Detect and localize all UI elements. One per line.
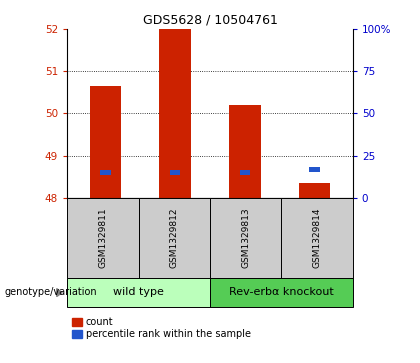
Bar: [309, 167, 320, 172]
Text: genotype/variation: genotype/variation: [4, 287, 97, 297]
Bar: [139, 198, 210, 278]
Bar: [90, 86, 121, 198]
Bar: [281, 198, 353, 278]
Bar: [210, 278, 353, 307]
Legend: count, percentile rank within the sample: count, percentile rank within the sample: [72, 317, 251, 339]
Bar: [210, 198, 281, 278]
Bar: [67, 198, 139, 278]
Bar: [239, 170, 250, 175]
Text: wild type: wild type: [113, 287, 164, 297]
Bar: [170, 170, 181, 175]
Text: GSM1329814: GSM1329814: [312, 208, 322, 268]
Text: GSM1329812: GSM1329812: [170, 208, 179, 268]
Bar: [100, 170, 111, 175]
Polygon shape: [57, 289, 62, 297]
Bar: [160, 29, 191, 198]
Bar: [67, 278, 210, 307]
Text: GSM1329811: GSM1329811: [98, 207, 108, 268]
Title: GDS5628 / 10504761: GDS5628 / 10504761: [142, 13, 278, 26]
Bar: [229, 105, 260, 198]
Text: Rev-erbα knockout: Rev-erbα knockout: [229, 287, 334, 297]
Bar: [299, 183, 330, 198]
Text: GSM1329813: GSM1329813: [241, 207, 250, 268]
